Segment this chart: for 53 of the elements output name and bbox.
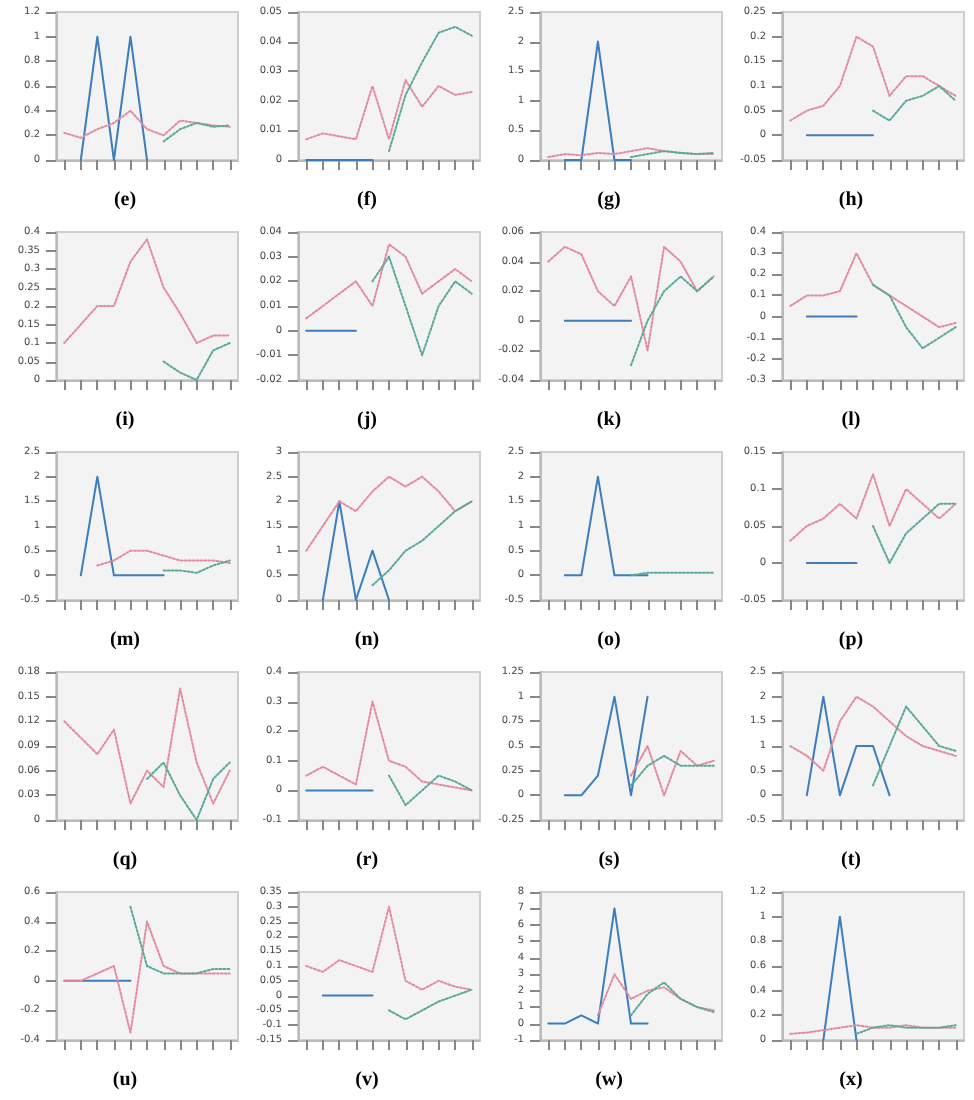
line-series: [547, 245, 715, 352]
text: (h): [838, 189, 864, 211]
text: (u): [112, 1069, 138, 1091]
line-series: [789, 695, 957, 772]
text: (r): [355, 849, 379, 871]
text: (n): [354, 629, 380, 651]
line-series: [305, 475, 473, 552]
line-series: [63, 920, 231, 1034]
line-series: [872, 283, 957, 350]
line-series: [371, 500, 473, 587]
text: (g): [597, 189, 621, 211]
text: (o): [597, 629, 621, 651]
line-series: [872, 85, 957, 122]
line-series: [305, 79, 473, 141]
text: (i): [115, 409, 135, 431]
line-series: [872, 502, 957, 564]
line-series: [789, 473, 957, 542]
text: (m): [110, 629, 140, 651]
text: (v): [355, 1069, 379, 1091]
line-series: [129, 905, 231, 975]
line-series: [789, 35, 957, 122]
text: (k): [596, 409, 622, 431]
line-series: [388, 25, 473, 153]
line-series: [305, 243, 473, 320]
line-series: [305, 905, 473, 991]
line-series: [596, 973, 715, 1017]
line-series: [305, 700, 473, 792]
text: (t): [841, 849, 861, 871]
text: (j): [357, 409, 377, 431]
line-series: [630, 981, 715, 1017]
line-series: [96, 549, 231, 567]
text: (x): [839, 1069, 863, 1091]
text: (s): [598, 849, 620, 871]
line-series: [630, 275, 715, 367]
line-series: [371, 255, 473, 357]
line-series: [63, 109, 231, 139]
text: (p): [838, 629, 864, 651]
line-series: [388, 988, 473, 1021]
line-series: [872, 705, 957, 787]
text: (q): [112, 849, 138, 871]
line-series: [388, 774, 473, 807]
line-series: [162, 342, 231, 381]
line-series: [63, 687, 231, 805]
text: (e): [113, 189, 137, 211]
text: (f): [357, 189, 377, 211]
line-series: [789, 252, 957, 329]
text: (w): [595, 1069, 623, 1091]
line-series: [630, 745, 715, 797]
line-series: [162, 559, 231, 574]
line-series: [63, 238, 231, 344]
text: (l): [841, 409, 861, 431]
line-series: [162, 122, 231, 143]
line-series: [146, 761, 231, 821]
